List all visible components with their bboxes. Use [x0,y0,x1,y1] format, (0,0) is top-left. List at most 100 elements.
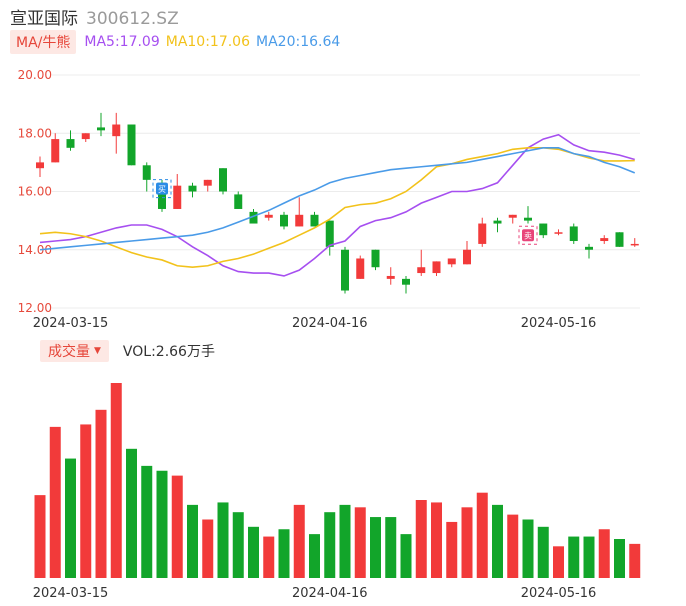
volume-bar [522,519,534,578]
candle-body [402,278,410,285]
volume-bar [568,536,580,578]
candle-body [585,246,593,250]
candle-body [600,238,609,242]
volume-bar [370,517,381,578]
candlestick-series [36,112,639,294]
candle-body [295,214,304,227]
ma-type-selector[interactable]: MA/牛熊 [10,30,77,54]
candle-body [539,223,548,236]
ma20-value: MA20:16.64 [256,34,341,50]
candle-body [432,261,441,274]
candle-body [447,258,456,265]
candle-body [264,214,273,218]
ma5-line [39,133,635,277]
candle-body [310,214,319,227]
x-tick-label: 2024-04-16 [292,316,368,331]
candle-body [249,211,258,224]
candle-body [219,168,227,192]
y-tick-label: 12.00 [18,301,52,315]
volume-bar [278,529,290,578]
volume-bar [507,514,519,578]
volume-bar [476,492,488,578]
volume-bar [202,519,214,578]
volume-bar [80,424,92,578]
volume-bar [248,526,259,578]
volume-bar [598,529,610,578]
candle-body [203,179,212,186]
candle-body [478,223,487,244]
volume-bars [34,383,641,578]
candle-body [615,232,624,247]
candle-body [569,226,578,242]
volume-bar [49,426,61,578]
x-tick-label: 2024-05-16 [521,316,597,331]
volume-bar [34,495,46,578]
ma-legend: MA/牛熊 MA5:17.09 MA10:17.06 MA20:16.64 [10,30,346,54]
volume-bar [461,507,473,578]
volume-bar [217,502,229,578]
candle-body [356,258,365,279]
volume-bar [324,512,336,578]
volume-bar [156,470,168,578]
x-tick-label: 2024-05-16 [521,586,597,601]
x-tick-label: 2024-03-15 [33,316,109,331]
candle-body [325,220,334,247]
volume-value: VOL:2.66万手 [122,344,215,360]
volume-bar [400,534,412,578]
volume-bar [95,409,107,578]
volume-bar [339,504,351,578]
price-date-axis: 2024-03-15 2024-04-16 2024-05-16 [33,316,597,331]
indicator-selector[interactable]: 成交量 ▼ [40,340,109,362]
volume-bar [187,504,198,578]
ma10-line [39,147,635,269]
volume-bar [629,543,641,578]
volume-bar [171,475,183,578]
candle-body [280,214,288,227]
volume-bar [354,507,366,578]
candle-body [142,165,151,180]
x-tick-label: 2024-04-16 [292,586,368,601]
candle-body [371,249,380,268]
candle-body [158,182,166,209]
volume-legend: 成交量 ▼ VOL:2.66万手 [40,340,215,362]
volume-bar [263,536,275,578]
volume-bar [492,504,503,578]
candle-body [386,275,395,279]
volume-bar [583,536,595,578]
trade-marker: 买 [152,179,172,199]
volume-bar [126,448,137,578]
marker-frame [152,179,172,199]
stock-name: 宣亚国际 [10,9,78,29]
marker-badge [522,229,534,242]
volume-bar [309,534,320,578]
volume-date-axis: 2024-03-15 2024-04-16 2024-05-16 [33,586,597,601]
candle-body [36,162,44,169]
stock-header: 宣亚国际 300612.SZ [10,4,179,29]
volume-bar [141,465,153,578]
volume-bar [293,504,305,578]
indicator-selector-label: 成交量 [48,344,90,360]
marker-badge [156,182,168,195]
candle-body [417,267,426,274]
y-tick-label: 20.00 [18,68,52,82]
volume-bar [537,526,549,578]
marker-label: 卖 [524,232,532,241]
candle-body [66,139,75,148]
volume-bar [232,512,244,578]
candle-body [341,249,349,291]
y-tick-label: 16.00 [18,185,52,199]
trade-marker: 卖 [518,225,538,245]
ma5-value: MA5:17.09 [84,34,160,50]
y-tick-label: 14.00 [18,243,52,257]
volume-bar [553,546,564,578]
candle-body [188,185,197,192]
volume-bar [110,383,122,578]
marker-frame [518,225,538,245]
candle-body [234,194,243,209]
candle-body [127,124,136,166]
volume-bar [65,458,76,578]
candle-body [493,220,502,224]
stock-code: 300612.SZ [86,9,179,29]
candle-body [508,214,517,218]
